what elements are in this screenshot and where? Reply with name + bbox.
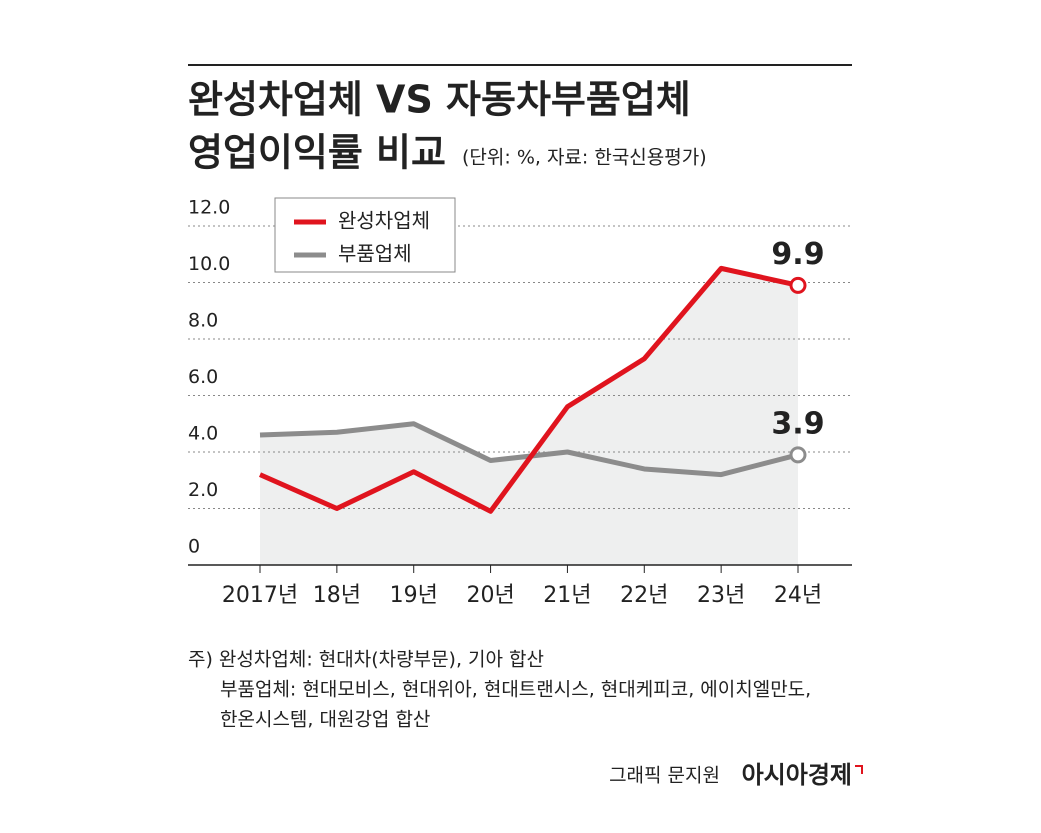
end-marker	[789, 276, 807, 294]
x-tick-label: 24년	[774, 583, 822, 608]
area	[260, 423, 798, 565]
series-line	[258, 265, 799, 514]
logo-mark	[855, 765, 863, 774]
chart-title: 완성차업체 VS 자동차부품업체	[188, 78, 691, 122]
end-marker	[789, 446, 807, 464]
legend-label: 완성차업체	[338, 209, 430, 233]
value-label: 9.9	[771, 237, 824, 272]
x-tick-label: 19년	[390, 583, 438, 608]
footnote: 주) 완성차업체: 현대차(차량부문), 기아 합산	[188, 649, 544, 671]
x-tick-label: 22년	[620, 583, 668, 608]
legend-box	[274, 197, 456, 273]
chart-title: 영업이익률 비교	[188, 131, 446, 175]
legend-label: 부품업체	[338, 242, 412, 266]
areas	[260, 268, 798, 565]
y-tick-label: 4.0	[188, 423, 218, 445]
x-tick-label: 18년	[313, 583, 361, 608]
y-tick-label: 12.0	[188, 197, 230, 219]
grid: 0 2.0 4.0 6.0 8.0 10.0 12.0 2017년 18년 19년 20년 21년 22…	[188, 197, 852, 608]
x-tick-label: 20년	[466, 583, 514, 608]
logo: 아시아경제	[742, 761, 852, 789]
footnote: 부품업체: 현대모비스, 현대위아, 현대트랜시스, 현대케피코, 에이치엘만도…	[220, 679, 811, 701]
y-tick-label: 6.0	[188, 366, 218, 388]
x-tick-label: 2017년	[222, 583, 298, 608]
footnote: 한온시스템, 대원강업 합산	[220, 709, 430, 731]
value-label: 3.9	[771, 406, 824, 441]
y-tick-label: 0	[188, 536, 200, 558]
x-tick-label: 23년	[697, 583, 745, 608]
subtitle: (단위: %, 자료: 한국신용평가)	[462, 147, 707, 169]
y-tick-label: 8.0	[188, 310, 218, 332]
credit: 그래픽 문지원	[609, 765, 720, 787]
x-tick-label: 21년	[543, 583, 591, 608]
y-tick-label: 2.0	[188, 479, 218, 501]
y-tick-label: 10.0	[188, 253, 230, 275]
